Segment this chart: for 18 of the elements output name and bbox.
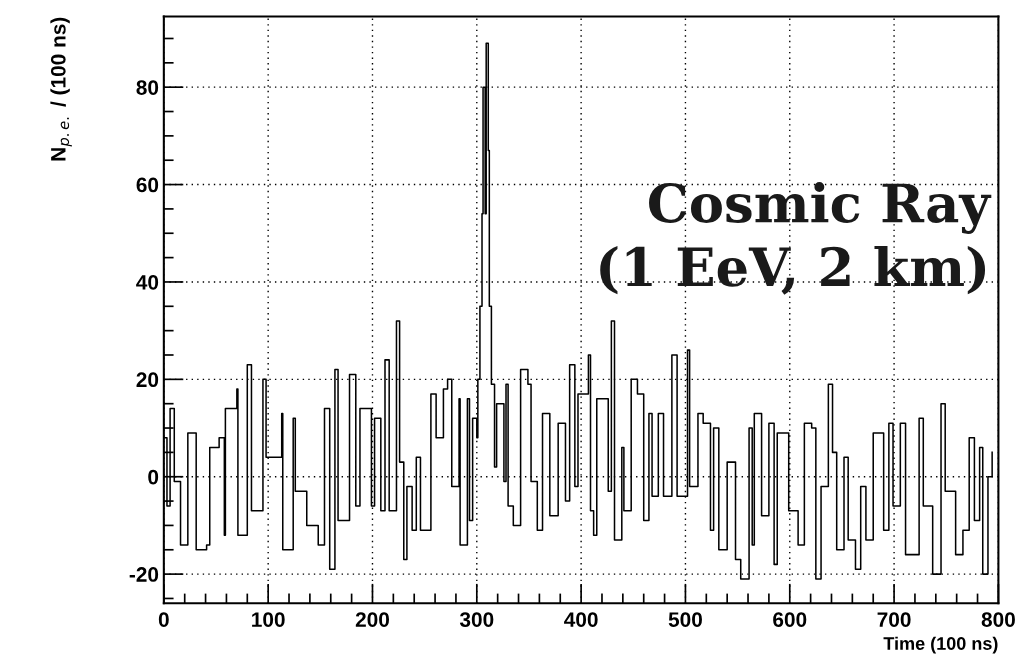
x-axis-title: Time (100 ns) (883, 636, 998, 654)
y-tick-label: 0 (148, 469, 159, 485)
annotation: Cosmic Ray (1 EeV, 2 km) (600, 182, 992, 295)
x-tick-label: 300 (459, 612, 494, 627)
x-tick-label: 100 (252, 612, 285, 627)
y-axis-title: N$_{p.e.}$ / (100 ns) (50, 17, 72, 161)
y-tick-label: 20 (136, 372, 159, 388)
x-tick-label: 800 (981, 612, 1015, 627)
y-tick-label: 60 (136, 177, 159, 193)
x-tick-label: 700 (877, 612, 911, 627)
x-tick-label: 500 (668, 612, 702, 627)
y-tick-label: -20 (129, 567, 159, 582)
x-tick-label: 0 (158, 612, 169, 627)
x-tick-label: 400 (564, 612, 598, 627)
x-tick-label: 200 (355, 612, 390, 627)
y-tick-label: 40 (136, 274, 159, 290)
y-tick-label: 80 (136, 80, 159, 95)
x-tick-label: 600 (773, 612, 807, 627)
